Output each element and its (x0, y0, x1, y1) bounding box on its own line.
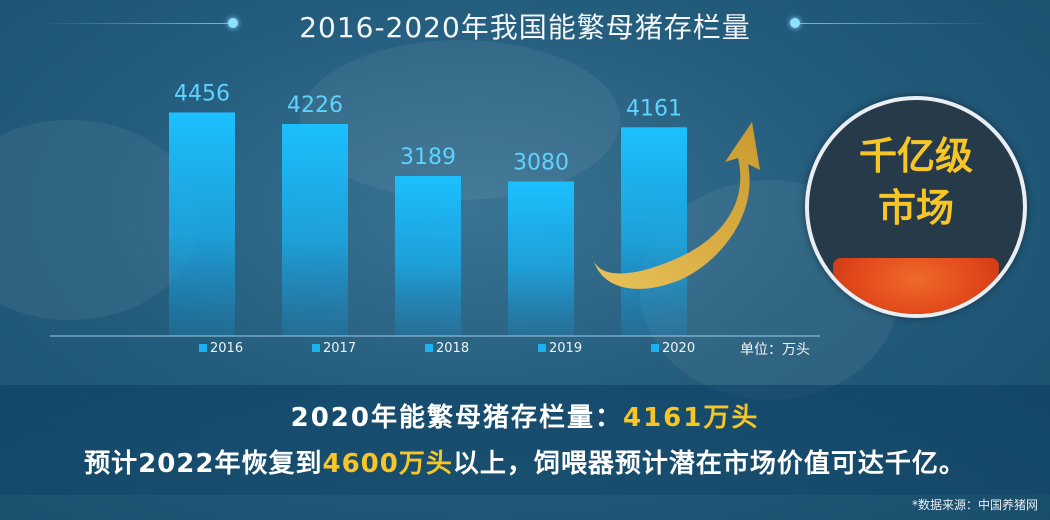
feed-powder-image (833, 258, 999, 314)
legend-swatch-2016 (199, 344, 207, 352)
page-title: 2016-2020年我国能繁母猪存栏量 (299, 11, 751, 44)
bar-2020 (621, 127, 687, 336)
legend-label-2019: 2019 (549, 341, 582, 356)
title-dot-left (228, 18, 238, 28)
bg-texture (0, 120, 200, 320)
legend-label-2016: 2016 (210, 341, 243, 356)
legend-label-2018: 2018 (436, 341, 469, 356)
bg-texture (300, 40, 620, 200)
data-label-2017: 4226 (287, 93, 343, 118)
summary-line-2: 预计2022年恢复到4600万头以上，饲喂器预计潜在市场价值可达千亿。 (0, 443, 1050, 480)
title-dot-right (790, 18, 800, 28)
summary-line-2-suffix: 以上，饲喂器预计潜在市场价值可达千亿。 (452, 449, 966, 479)
summary-line-1-prefix: 2020年能繁母猪存栏量： (290, 403, 623, 433)
data-source: *数据来源：中国养猪网 (911, 498, 1038, 512)
circle-text: 千亿级 市场 (809, 130, 1023, 234)
unit-label: 单位：万头 (740, 342, 810, 358)
bar-2018 (395, 176, 461, 336)
legend-label-2017: 2017 (323, 341, 356, 356)
title-bar: 2016-2020年我国能繁母猪存栏量 (0, 0, 1050, 48)
legend-swatch-2018 (425, 344, 433, 352)
circle-line-1: 千亿级 (858, 134, 973, 178)
data-label-2020: 4161 (626, 96, 682, 121)
bar-2016 (169, 112, 235, 336)
bar-chart: 4456 4226 3189 3080 4161 2016 2017 2018 2019 202… (50, 81, 820, 356)
data-label-2018: 3189 (400, 145, 456, 170)
title-line-left (40, 23, 230, 24)
data-label-2019: 3080 (513, 150, 569, 175)
market-circle: 千亿级 市场 (805, 96, 1027, 318)
summary-band (0, 385, 1050, 495)
legend-label-2020: 2020 (662, 341, 695, 356)
circle-line-2: 市场 (877, 186, 954, 230)
trend-arrow-icon (592, 122, 760, 289)
bar-2017 (282, 123, 348, 336)
legend-swatch-2019 (538, 344, 546, 352)
summary-line-1: 2020年能繁母猪存栏量：4161万头 (0, 397, 1050, 434)
legend-swatch-2017 (312, 344, 320, 352)
summary-line-2-value: 4600万头 (322, 449, 453, 479)
legend-swatch-2020 (651, 344, 659, 352)
summary-line-1-value: 4161万头 (623, 403, 760, 433)
data-label-2016: 4456 (174, 81, 230, 106)
title-line-right (800, 23, 990, 24)
summary-line-2-prefix: 预计2022年恢复到 (84, 449, 323, 479)
bar-2019 (508, 181, 574, 336)
